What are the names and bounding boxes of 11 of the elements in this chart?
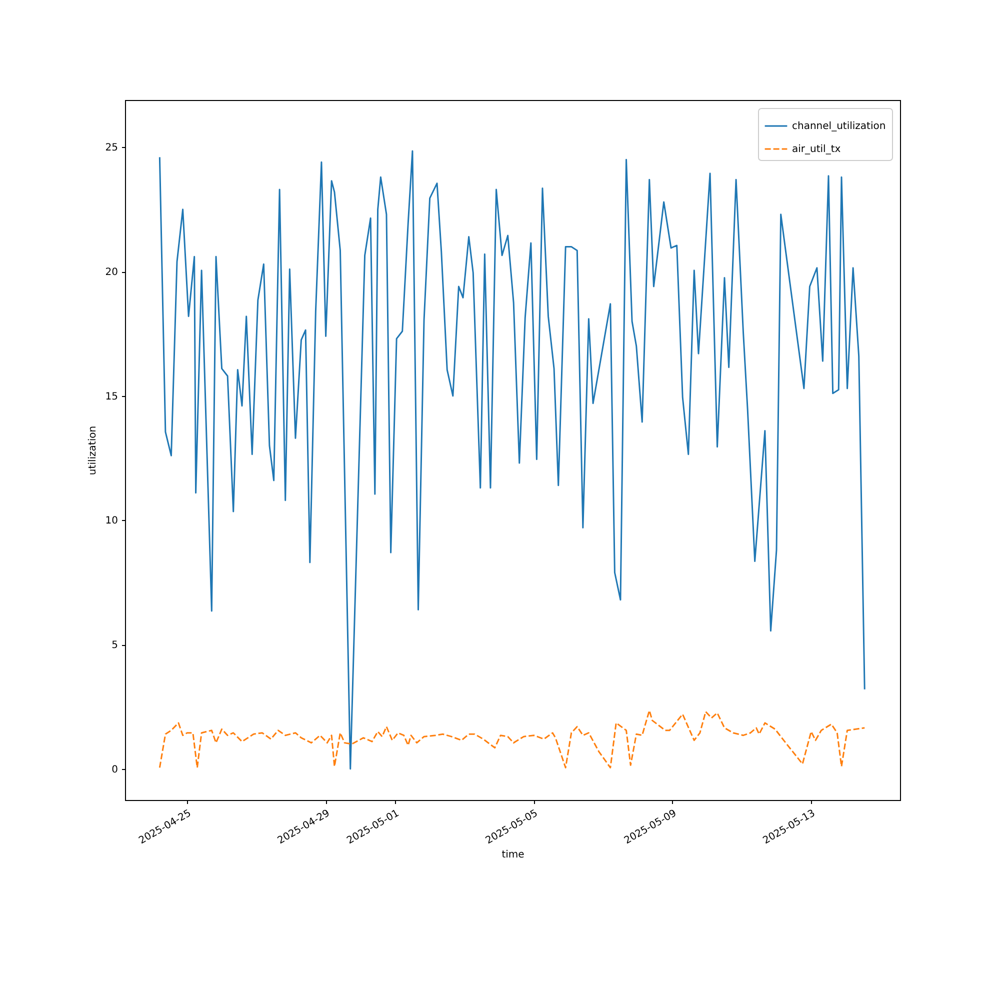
- y-axis-title: utilization: [87, 426, 98, 476]
- y-tick-label: 5: [112, 640, 118, 652]
- y-tick-label: 15: [105, 391, 118, 402]
- line-series: [158, 710, 866, 768]
- y-tick-label: 25: [105, 142, 118, 154]
- y-tick-label: 0: [112, 764, 118, 776]
- legend-label: channel_utilization: [792, 121, 886, 132]
- legend-label: air_util_tx: [792, 144, 841, 155]
- x-axis-title: time: [502, 850, 524, 861]
- y-tick-label: 20: [105, 267, 118, 278]
- y-tick-label: 10: [105, 516, 118, 527]
